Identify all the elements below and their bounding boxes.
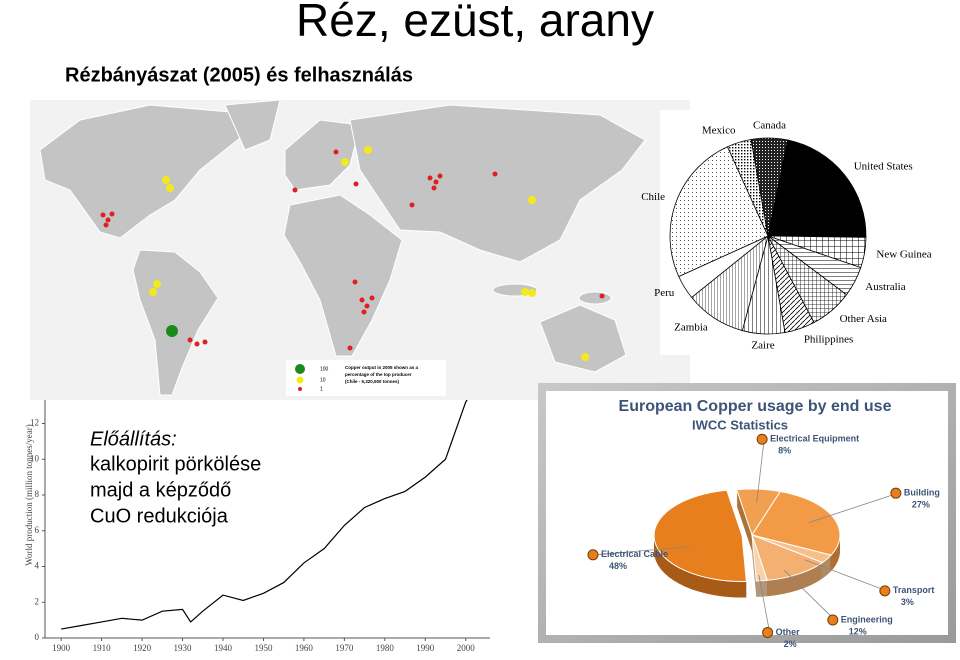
legend-dot — [295, 364, 305, 374]
x-tick-label: 1990 — [416, 643, 435, 653]
slice-label: Canada — [753, 120, 786, 132]
europe — [284, 119, 361, 191]
slide-subtitle: Rézbányászat (2005) és felhasználás — [65, 64, 413, 86]
pie-slice — [669, 146, 769, 278]
slice-label: Zambia — [674, 322, 708, 334]
slice-label: Australia — [865, 281, 905, 293]
north-america — [39, 104, 251, 239]
mine-dots — [100, 146, 605, 361]
leader-line — [756, 439, 765, 503]
y-tick-label: 0 — [35, 632, 40, 642]
x-tick-label: 1950 — [254, 643, 273, 653]
value-label: 48% — [609, 561, 627, 571]
label-dot — [762, 626, 774, 638]
pie-slice — [751, 534, 768, 582]
legend-size: 10 — [320, 377, 326, 383]
x-tick-label: 1970 — [335, 643, 354, 653]
slice-label: United States — [854, 161, 913, 173]
leader-line — [804, 559, 888, 592]
slice-label: Engineering — [841, 614, 893, 624]
text-bg — [82, 418, 307, 543]
value-label: 27% — [912, 500, 930, 510]
africa — [283, 194, 403, 357]
australia — [539, 304, 627, 373]
y-tick-label: 10 — [30, 453, 40, 463]
legend-caption: Copper output in 2005 shown as a — [345, 365, 419, 370]
legend-caption: percentage of the top producer — [345, 372, 412, 377]
legend-dot — [298, 387, 302, 391]
leader-line — [808, 492, 898, 524]
slice-label: Other — [776, 627, 801, 637]
text-heading: Előállítás: — [90, 428, 177, 450]
slice-label: Building — [904, 488, 940, 498]
x-tick-label: 1980 — [376, 643, 395, 653]
slice-label: Peru — [654, 287, 675, 299]
legend-size: 100 — [320, 366, 329, 372]
slice-label: New Guinea — [876, 248, 931, 260]
large-dot — [166, 325, 178, 337]
value-label: 3% — [901, 597, 914, 607]
x-tick-label: 1900 — [52, 643, 71, 653]
y-tick-label: 8 — [35, 489, 40, 499]
pie-slice — [751, 490, 841, 556]
pie-slice — [751, 534, 824, 581]
pie-slice — [726, 139, 769, 237]
y-tick-label: 12 — [30, 418, 39, 428]
text-line: majd a képződő — [90, 479, 231, 501]
usage-pie: European Copper usage by end use IWCC St… — [538, 383, 956, 649]
x-tick-label: 1920 — [133, 643, 152, 653]
label-dot — [890, 487, 902, 499]
x-tick-label: 2000 — [457, 643, 476, 653]
slice-label: Chile — [641, 191, 665, 203]
legend-dot — [296, 376, 304, 384]
y-tick-label: 2 — [35, 596, 40, 606]
medium-dots — [149, 146, 589, 361]
leader-line — [594, 546, 691, 556]
x-tick-label: 1910 — [93, 643, 112, 653]
label-dot — [756, 433, 768, 445]
slice-label: Electrical Equipment — [770, 434, 859, 444]
small-dots — [100, 149, 605, 351]
producer-pie: Canada United States New Guinea Australia Ot… — [641, 110, 945, 355]
slice-label: Mexico — [702, 124, 736, 136]
x-tick-label: 1960 — [295, 643, 314, 653]
label-dot — [827, 614, 839, 626]
pie-slice — [767, 139, 867, 238]
x-tick-label: 1930 — [174, 643, 193, 653]
pie-subtitle: IWCC Statistics — [692, 417, 788, 432]
legend-box — [286, 360, 446, 396]
label-dot — [587, 549, 599, 561]
greenland — [224, 99, 281, 151]
new-guinea — [578, 291, 612, 305]
x-tick-label: 1940 — [214, 643, 233, 653]
production-line — [61, 369, 487, 630]
asia — [349, 104, 646, 263]
y-tick-label: 6 — [35, 525, 40, 535]
text-box: Előállítás: kalkopirit pörkölése majd a … — [82, 418, 307, 543]
y-axis-label: World production (million tonnes/year) — [24, 424, 34, 566]
legend-size: 1 — [320, 386, 323, 392]
slice-label: Philippines — [804, 334, 854, 346]
leader-line — [783, 570, 836, 621]
text-line: kalkopirit pörkölése — [90, 453, 261, 475]
value-label: 8% — [778, 446, 791, 456]
pie-title: European Copper usage by end use — [619, 398, 892, 415]
slice-label: Transport — [893, 585, 935, 595]
map: 100 10 1 Copper output in 2005 shown as … — [30, 99, 690, 400]
legend-caption: (Chile - 5,320,500 tonnes) — [345, 379, 400, 384]
y-tick-label: 4 — [35, 561, 40, 571]
slice-label: Other Asia — [840, 313, 887, 325]
pie-slice — [653, 489, 747, 583]
label-dot — [879, 585, 891, 597]
value-label: 2% — [784, 639, 797, 649]
leader-line — [758, 574, 771, 633]
text-line: CuO redukciója — [90, 505, 229, 527]
slice-label: Electrical Cable — [601, 549, 668, 559]
slide-title: Réz, ezüst, arany — [296, 0, 654, 46]
slice-label: Zaire — [751, 339, 774, 351]
value-label: 12% — [849, 626, 867, 636]
